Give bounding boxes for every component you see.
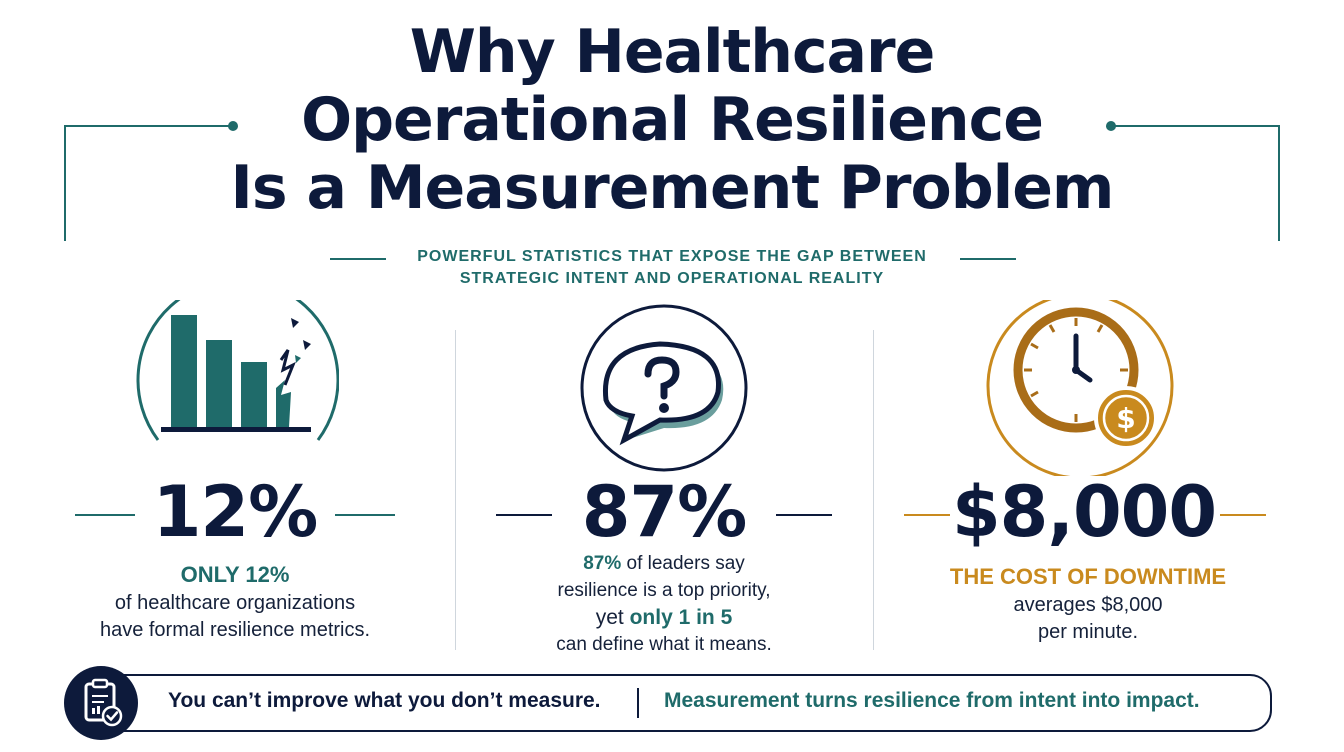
stat-rule-right xyxy=(776,514,832,516)
stat-value: $8,000 xyxy=(951,471,1217,553)
stat-description-line-2: have formal resilience metrics. xyxy=(99,619,371,641)
frame-line-right-horizontal xyxy=(1112,125,1280,127)
stat-rule-right xyxy=(335,514,395,516)
stat-description: 87% of leaders say resilience is a top p… xyxy=(444,550,884,658)
stat-description: averages $8,000 per minute. xyxy=(868,592,1308,646)
stat-kicker: THE COST OF DOWNTIME xyxy=(949,564,1227,589)
page-title: Why Healthcare Operational Resilience Is… xyxy=(0,18,1344,222)
stat-description-text-1: of leaders say xyxy=(621,553,745,574)
stat-description-line-3: yet only 1 in 5 xyxy=(444,604,884,631)
frame-line-left-vertical xyxy=(64,125,66,241)
subtitle-rule-right xyxy=(960,258,1016,260)
subtitle-line-2: STRATEGIC INTENT AND OPERATIONAL REALITY xyxy=(459,270,885,287)
column-divider-2 xyxy=(873,330,874,650)
stat-description-line-1: averages $8,000 xyxy=(1013,594,1163,616)
stat-description: of healthcare organizations have formal … xyxy=(15,590,455,644)
stat-rule-left xyxy=(496,514,552,516)
question-speech-bubble-icon xyxy=(572,300,758,481)
stat-description-yet: yet xyxy=(595,606,630,629)
stat-rule-left xyxy=(75,514,135,516)
stat-highlight-1-in-5: only 1 in 5 xyxy=(629,606,733,629)
declining-bar-chart-icon xyxy=(133,278,340,455)
stat-description-line-2: resilience is a top priority, xyxy=(557,580,771,601)
clock-with-dollar-icon: $ xyxy=(980,292,1180,481)
stat-description-line-1: 87% of leaders say xyxy=(444,550,884,577)
svg-text:$: $ xyxy=(1116,402,1135,435)
banner-left-text: You can’t improve what you don’t measure… xyxy=(168,689,601,712)
stat-value: 12% xyxy=(152,471,319,553)
stat-description-line-4: can define what it means. xyxy=(556,634,772,655)
banner-right-text: Measurement turns resilience from intent… xyxy=(664,689,1200,712)
clipboard-check-icon xyxy=(64,666,138,740)
frame-line-right-vertical xyxy=(1278,125,1280,241)
stat-description-line-2: per minute. xyxy=(1037,621,1139,643)
frame-dot-left xyxy=(228,121,238,131)
banner-separator xyxy=(637,688,639,718)
stat-value: 87% xyxy=(581,471,748,553)
title-line-1: Why Healthcare xyxy=(409,17,936,87)
title-line-3: Is a Measurement Problem xyxy=(230,153,1115,223)
stat-rule-left xyxy=(904,514,950,516)
stat-description-line-1: of healthcare organizations xyxy=(114,592,356,614)
column-divider-1 xyxy=(455,330,456,650)
subtitle-line-1: POWERFUL STATISTICS THAT EXPOSE THE GAP … xyxy=(417,248,927,265)
stat-kicker: ONLY 12% xyxy=(180,562,290,587)
stat-rule-right xyxy=(1220,514,1266,516)
frame-line-left-horizontal xyxy=(64,125,232,127)
stat-highlight-87: 87% xyxy=(583,553,622,574)
title-line-2: Operational Resilience xyxy=(301,85,1044,155)
subtitle-rule-left xyxy=(330,258,386,260)
frame-dot-right xyxy=(1106,121,1116,131)
